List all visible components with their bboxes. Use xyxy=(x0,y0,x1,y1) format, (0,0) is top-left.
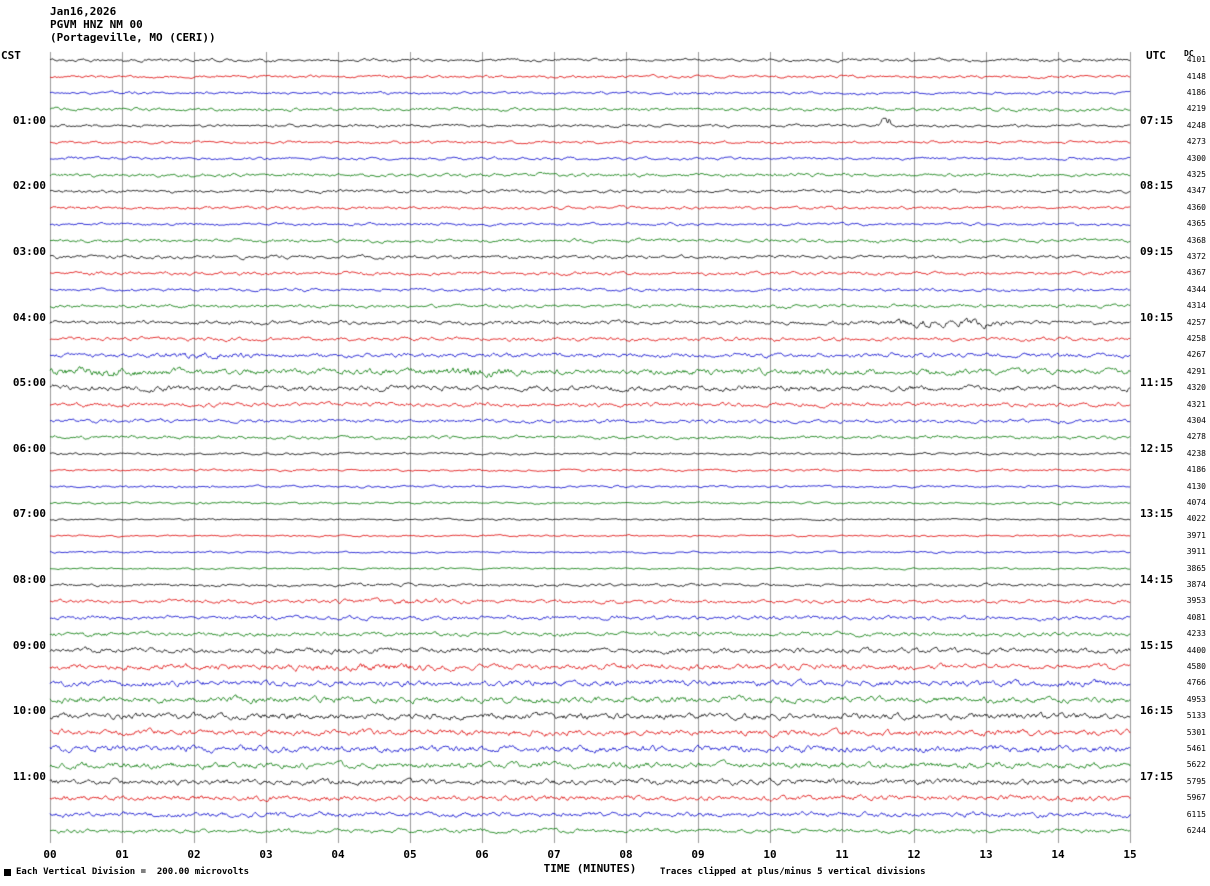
right-time-label: 09:15 xyxy=(1140,245,1174,258)
title-station: PGVM HNZ NM 00 xyxy=(50,18,143,31)
x-tick: 10 xyxy=(763,848,777,861)
dc-value: 5967 xyxy=(1186,793,1206,803)
x-tick: 05 xyxy=(403,848,417,861)
x-tick: 03 xyxy=(259,848,273,861)
dc-value: 4365 xyxy=(1186,219,1206,229)
x-tick: 14 xyxy=(1051,848,1065,861)
right-time-label: 11:15 xyxy=(1140,376,1174,390)
right-time-label: 07:15 xyxy=(1140,113,1174,127)
dc-value: 4304 xyxy=(1186,416,1206,425)
dc-value: 4258 xyxy=(1186,334,1206,343)
dc-value: 4367 xyxy=(1186,268,1206,278)
left-time-label: 11:00 xyxy=(12,769,46,783)
left-time-label: 10:00 xyxy=(12,704,46,718)
left-axis-header: CST xyxy=(1,49,21,62)
dc-value: 4233 xyxy=(1186,629,1206,639)
dc-value: 5301 xyxy=(1186,727,1206,737)
dc-value: 4321 xyxy=(1186,399,1206,409)
x-tick: 15 xyxy=(1123,848,1137,861)
dc-value: 4766 xyxy=(1186,678,1206,688)
x-tick: 11 xyxy=(835,848,849,861)
dc-value: 4101 xyxy=(1186,55,1206,65)
dc-value: 4347 xyxy=(1186,186,1206,196)
left-time-label: 02:00 xyxy=(12,179,46,193)
x-tick: 08 xyxy=(619,848,633,861)
left-time-label: 06:00 xyxy=(12,441,46,455)
dc-value: 4372 xyxy=(1186,252,1206,261)
dc-value: 4325 xyxy=(1186,170,1206,179)
dc-value: 4248 xyxy=(1186,120,1206,130)
right-time-label: 13:15 xyxy=(1140,507,1174,521)
left-time-label: 04:00 xyxy=(12,310,46,324)
dc-value: 5795 xyxy=(1186,776,1206,786)
x-tick: 12 xyxy=(907,848,921,861)
dc-value: 4022 xyxy=(1186,514,1206,524)
dc-value: 4291 xyxy=(1186,366,1206,376)
dc-value: 3971 xyxy=(1186,530,1206,540)
dc-value: 6115 xyxy=(1186,809,1206,819)
x-tick: 04 xyxy=(331,848,345,861)
footer-marker-square xyxy=(4,869,11,876)
dc-value: 4273 xyxy=(1186,137,1206,147)
x-tick: 09 xyxy=(691,848,705,861)
dc-value: 4360 xyxy=(1186,202,1206,212)
x-tick: 06 xyxy=(475,848,489,861)
dc-value: 4186 xyxy=(1186,88,1206,97)
x-axis-label: TIME (MINUTES) xyxy=(543,862,637,875)
dc-value: 4300 xyxy=(1186,153,1206,163)
left-time-label: 05:00 xyxy=(12,376,46,390)
right-time-label: 12:15 xyxy=(1140,441,1174,455)
right-time-label: 08:15 xyxy=(1140,179,1174,193)
dc-value: 4186 xyxy=(1186,465,1206,475)
dc-value: 5133 xyxy=(1186,711,1206,721)
right-time-label: 14:15 xyxy=(1140,573,1174,586)
dc-value: 4368 xyxy=(1186,235,1206,245)
dc-value: 3865 xyxy=(1186,563,1206,573)
left-time-label: 07:00 xyxy=(12,507,46,521)
dc-value: 5622 xyxy=(1186,760,1206,770)
left-time-label: 03:00 xyxy=(12,245,46,258)
right-time-label: 10:15 xyxy=(1140,310,1174,324)
left-time-label: 09:00 xyxy=(12,638,46,652)
dc-value: 3874 xyxy=(1186,580,1206,589)
footer-scale-note: Each Vertical Division = 200.00 microvol… xyxy=(16,867,249,877)
dc-value: 6244 xyxy=(1186,826,1206,835)
left-time-label: 08:00 xyxy=(12,573,46,586)
dc-value: 4148 xyxy=(1186,71,1206,81)
left-time-label: 01:00 xyxy=(12,113,46,127)
title-date: Jan16,2026 xyxy=(50,5,117,18)
dc-value: 4257 xyxy=(1186,317,1206,327)
x-tick: 01 xyxy=(115,848,129,861)
x-tick: 07 xyxy=(547,848,561,861)
x-tick: 13 xyxy=(979,848,993,861)
dc-value: 4074 xyxy=(1186,498,1206,507)
right-axis-header: UTC xyxy=(1146,49,1166,62)
dc-value: 4314 xyxy=(1186,301,1206,311)
dc-value: 4267 xyxy=(1186,350,1206,360)
right-time-label: 16:15 xyxy=(1140,704,1174,718)
dc-value: 4400 xyxy=(1186,645,1206,655)
dc-value: 4344 xyxy=(1186,284,1206,294)
dc-value: 4320 xyxy=(1186,383,1206,393)
right-time-label: 17:15 xyxy=(1140,769,1174,783)
right-time-label: 15:15 xyxy=(1140,638,1174,652)
dc-value: 4278 xyxy=(1186,432,1206,442)
dc-value: 3911 xyxy=(1186,547,1206,557)
title-location: (Portageville, MO (CERI)) xyxy=(50,31,216,44)
x-tick: 02 xyxy=(187,848,201,861)
dc-value: 4130 xyxy=(1186,481,1206,491)
dc-column-header: DC xyxy=(1184,49,1194,58)
dc-value: 4238 xyxy=(1186,448,1206,458)
dc-value: 4953 xyxy=(1186,694,1206,704)
dc-value: 3953 xyxy=(1186,596,1206,606)
dc-value: 4219 xyxy=(1186,104,1206,114)
dc-value: 5461 xyxy=(1186,744,1206,753)
dc-value: 4081 xyxy=(1186,612,1206,622)
x-tick: 00 xyxy=(43,848,57,861)
footer-clip-note: Traces clipped at plus/minus 5 vertical … xyxy=(660,867,926,877)
dc-value: 4580 xyxy=(1186,662,1206,671)
